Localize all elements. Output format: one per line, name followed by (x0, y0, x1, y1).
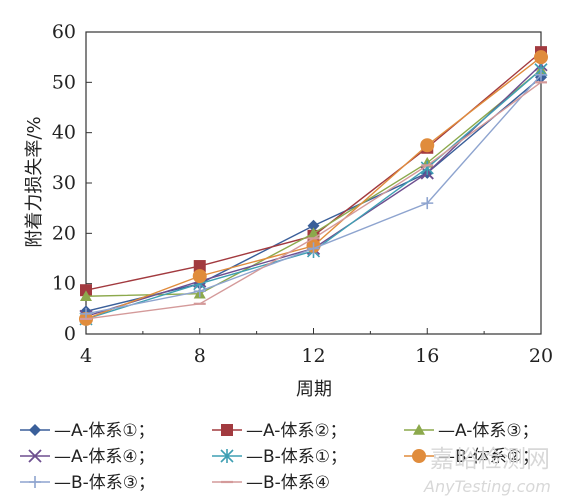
series-layer (79, 46, 548, 326)
x-tick-label: 20 (529, 345, 553, 367)
data-point (534, 50, 548, 65)
watermark-brand: 嘉峪检测网 (430, 445, 550, 473)
series-line (85, 69, 542, 297)
legend-label: —A-体系③； (438, 421, 539, 441)
legend-label: —B-体系①； (246, 447, 347, 467)
data-point (193, 260, 206, 273)
legend-item: —B-体系④ (212, 473, 330, 493)
data-point (80, 290, 92, 302)
legend: —A-体系①； —A-体系②； —A-体系③； —A-体系④； —B-体系①； —B-体系… (20, 421, 539, 493)
legend-item: —A-体系②； (212, 421, 347, 441)
legend-label: —A-体系①； (54, 421, 155, 441)
watermark-url: AnyTesting.com (423, 477, 551, 496)
data-point (192, 269, 207, 284)
legend-marker (29, 424, 41, 436)
legend-label: —A-体系④； (54, 447, 155, 467)
data-point (535, 68, 547, 81)
data-point (420, 138, 435, 153)
data-point (421, 197, 434, 210)
data-point (307, 219, 320, 232)
legend-marker (221, 424, 233, 436)
legend-marker (220, 449, 234, 463)
legend-marker (412, 449, 426, 463)
data-point (420, 160, 434, 175)
series-7 (80, 68, 547, 320)
legend-item: —B-体系③； (20, 473, 155, 493)
y-axis-label: 附着力损失率/% (24, 116, 45, 247)
series-line (85, 69, 542, 320)
series-6 (79, 50, 548, 326)
series-8 (80, 81, 547, 320)
legend-label: —A-体系②； (246, 421, 347, 441)
y-tick-label: 20 (52, 222, 76, 244)
series-3 (80, 63, 547, 302)
x-tick-label: 8 (194, 345, 206, 367)
series-line (85, 56, 542, 320)
series-2 (80, 46, 547, 297)
tick-labels: 0 10 20 30 40 50 60 4 8 12 16 20 (52, 21, 553, 367)
data-point (307, 242, 320, 255)
legend-item: —A-体系①； (20, 421, 155, 441)
x-tick-label: 16 (415, 345, 439, 367)
y-tick-label: 0 (64, 323, 76, 345)
legend-label: —B-体系④ (246, 473, 330, 493)
data-point (80, 284, 92, 297)
series-line (85, 64, 542, 318)
series-line (85, 81, 542, 320)
series-4 (79, 58, 548, 324)
x-axis-label: 周期 (296, 379, 332, 400)
series-5 (79, 62, 548, 326)
legend-item: —A-体系③； (404, 421, 539, 441)
legend-item: —B-体系①； (212, 447, 347, 467)
plot-border (85, 31, 542, 335)
legend-item: —A-体系④； (20, 447, 155, 467)
x-tick-label: 12 (301, 345, 325, 367)
legend-item: —B-体系②； (404, 447, 539, 467)
y-tick-label: 40 (52, 122, 76, 144)
x-tick-label: 4 (80, 345, 92, 367)
data-point (307, 227, 320, 239)
data-point (193, 285, 206, 298)
y-tick-label: 50 (52, 71, 76, 93)
y-tick-label: 60 (52, 21, 76, 43)
legend-label: —B-体系②； (438, 447, 539, 467)
legend-label: —B-体系③； (54, 473, 155, 493)
series-1 (80, 71, 547, 318)
y-tick-label: 30 (52, 172, 76, 194)
legend-marker (413, 424, 425, 435)
watermark: 嘉峪检测网 AnyTesting.com (423, 445, 551, 496)
plot-frame (85, 31, 542, 335)
y-tick-label: 10 (52, 273, 76, 295)
legend-marker (28, 449, 42, 463)
legend-marker (29, 476, 41, 488)
